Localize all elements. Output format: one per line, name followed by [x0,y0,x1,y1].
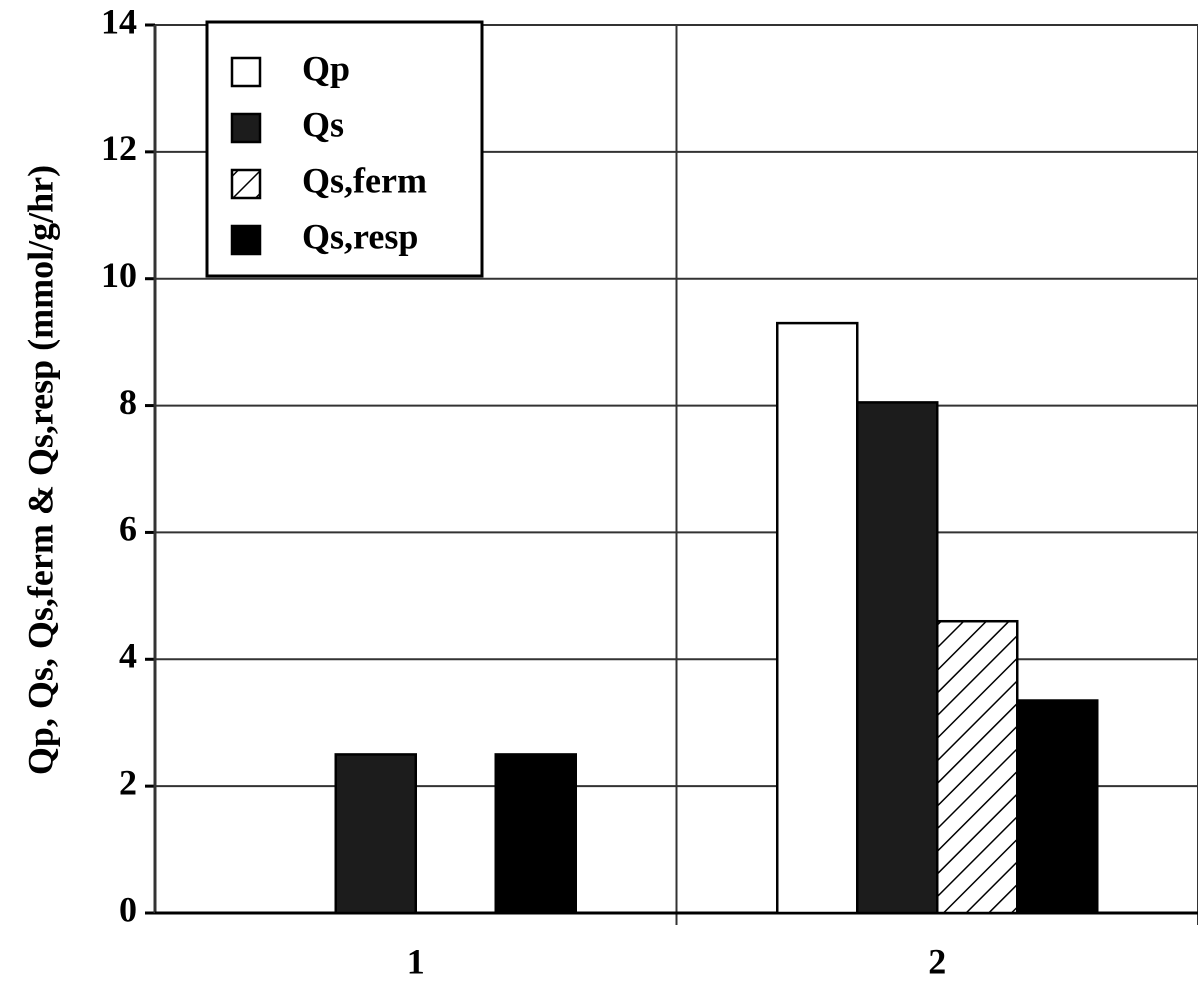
legend-swatch [230,168,262,200]
y-tick-label: 4 [119,636,137,676]
y-tick-label: 6 [119,509,137,549]
y-tick-label: 12 [101,128,137,168]
legend-label: Qp [302,48,350,88]
x-tick-label: 2 [928,941,946,981]
y-tick-label: 8 [119,382,137,422]
legend: Qp Qs Qs,ferm Qs,resp [205,20,484,278]
y-tick-label: 2 [119,762,137,802]
legend-swatch [230,56,262,88]
y-tick-label: 14 [101,1,137,41]
bar [1016,699,1099,915]
y-tick-label: 0 [119,889,137,929]
x-tick-label: 1 [407,941,425,981]
bar [334,753,417,915]
bar [856,401,939,915]
bar [936,619,1019,915]
legend-label: Qs [302,104,344,144]
legend-swatch [230,224,262,256]
y-axis-label: Qp, Qs, Qs,ferm & Qs,resp (mmol/g/hr) [20,165,60,775]
y-tick-label: 10 [101,255,137,295]
legend-label: Qs,ferm [302,160,427,200]
legend-swatch [230,112,262,144]
bar [494,753,577,915]
bar [776,321,859,915]
legend-label: Qs,resp [302,216,418,256]
